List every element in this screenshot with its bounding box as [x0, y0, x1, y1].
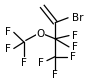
Text: F: F	[21, 58, 27, 68]
Text: F: F	[72, 31, 78, 41]
Text: O: O	[36, 29, 45, 39]
Text: Br: Br	[72, 13, 83, 23]
Text: F: F	[38, 58, 44, 68]
Text: F: F	[70, 52, 76, 62]
Text: F: F	[52, 70, 58, 80]
Text: F: F	[5, 44, 11, 53]
Text: F: F	[72, 42, 78, 52]
Text: F: F	[5, 27, 11, 37]
